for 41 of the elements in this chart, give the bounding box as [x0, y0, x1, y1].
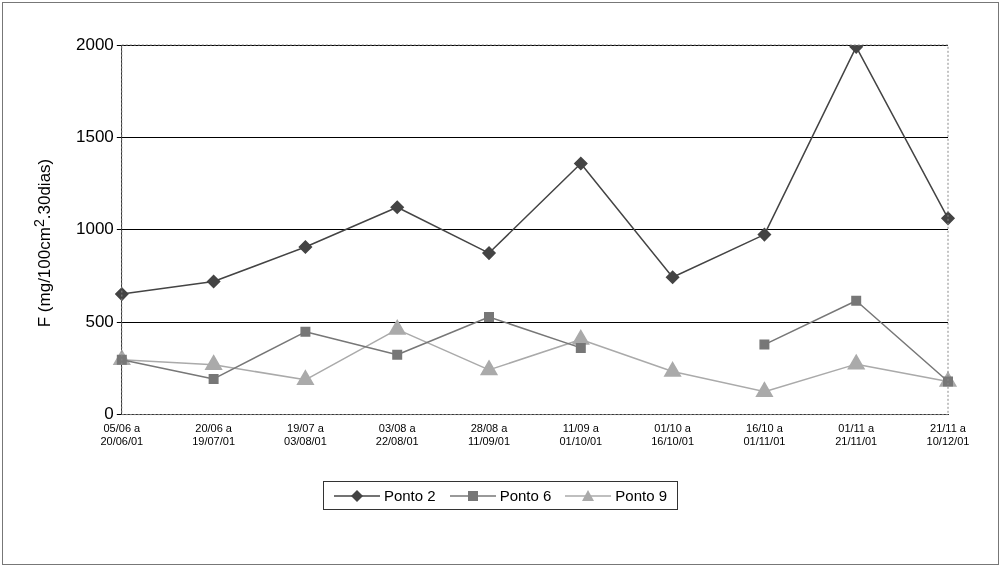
x-tick-label: 21/11 a 10/12/01	[926, 422, 970, 448]
point	[484, 312, 494, 323]
point	[206, 274, 221, 289]
point	[755, 381, 773, 397]
y-tick-label: 1500	[75, 127, 114, 147]
point	[757, 227, 772, 242]
y-tick-label: 2000	[75, 34, 114, 54]
legend-label: Ponto 6	[499, 487, 552, 504]
x-tick-label: 05/06 a 20/06/01	[100, 422, 144, 448]
point	[851, 295, 862, 306]
point	[115, 287, 129, 301]
x-tick-label: 03/08 a 22/08/01	[375, 422, 419, 448]
point	[480, 360, 498, 376]
point	[847, 354, 865, 370]
point	[759, 339, 770, 350]
x-tick-label: 01/10 a 16/10/01	[651, 422, 695, 448]
x-tick-label: 01/11 a 21/11/01	[835, 422, 878, 448]
point	[572, 329, 590, 345]
x-tick-label: 16/10 a 01/11/01	[743, 422, 786, 448]
point	[388, 319, 406, 335]
point	[298, 240, 313, 254]
point	[574, 156, 588, 171]
point	[665, 270, 680, 285]
point	[205, 354, 223, 370]
point	[482, 246, 496, 260]
point	[575, 342, 586, 353]
point	[300, 326, 311, 337]
y-tick-label: 0	[104, 404, 114, 424]
legend-label: Ponto 9	[615, 487, 668, 504]
point	[296, 370, 314, 386]
point	[392, 349, 403, 360]
point	[390, 200, 404, 214]
point	[208, 373, 219, 384]
legend-label: Ponto 2	[383, 487, 436, 504]
x-tick-label: 20/06 a 19/07/01	[192, 422, 236, 448]
y-tick-label: 1000	[75, 219, 114, 239]
x-tick-label: 28/08 a 11/09/01	[468, 422, 511, 448]
x-tick-label: 11/09 a 01/10/01	[559, 422, 603, 448]
y-tick-label: 500	[85, 311, 114, 331]
x-tick-label: 19/07 a 03/08/01	[284, 422, 327, 448]
point	[664, 361, 682, 377]
